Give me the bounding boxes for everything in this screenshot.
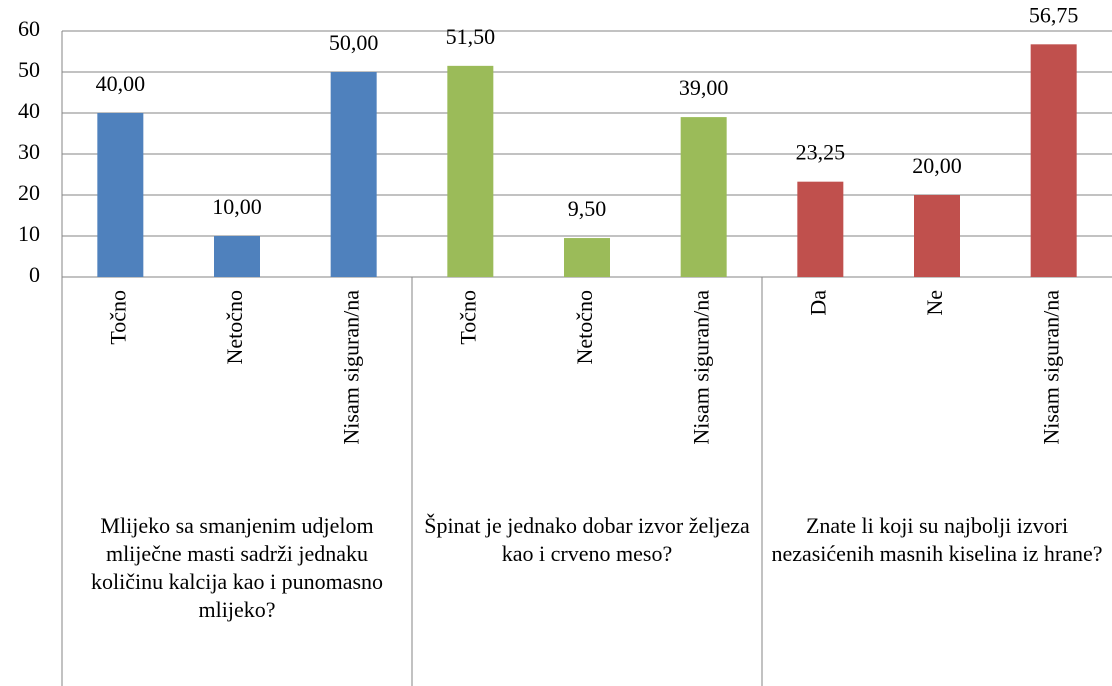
value-label: 23,25	[796, 140, 846, 165]
x-tick-label: Nisam siguran/na	[689, 290, 714, 445]
x-tick-label: Nisam siguran/na	[1039, 290, 1064, 445]
value-label: 56,75	[1029, 2, 1079, 27]
bar	[447, 65, 494, 277]
y-tick-label: 50	[18, 57, 40, 82]
value-label: 20,00	[912, 153, 962, 178]
bar	[680, 117, 727, 277]
y-tick-label: 0	[29, 262, 40, 287]
bar	[97, 113, 144, 277]
value-label: 40,00	[96, 71, 146, 96]
y-tick-label: 20	[18, 180, 40, 205]
value-label: 10,00	[212, 194, 262, 219]
bar	[564, 238, 610, 277]
value-label: 9,50	[568, 196, 607, 221]
value-label: 50,00	[329, 30, 379, 55]
x-tick-label: Ne	[922, 290, 947, 316]
x-tick-label: Nisam siguran/na	[339, 290, 364, 445]
group-label: Mlijeko sa smanjenim udjelom mliječne ma…	[90, 513, 384, 622]
bar	[797, 181, 844, 277]
x-tick-label: Netočno	[572, 290, 597, 365]
group-label: Znate li koji su najbolji izvori nezasić…	[771, 513, 1103, 566]
group-label: Špinat je jednako dobar izvor željeza ka…	[424, 513, 750, 566]
x-tick-label: Da	[805, 290, 830, 316]
x-tick-label: Točno	[455, 290, 480, 345]
bar	[330, 72, 377, 277]
bar	[914, 195, 960, 277]
y-tick-label: 60	[18, 16, 40, 41]
x-tick-label: Netočno	[222, 290, 247, 365]
x-tick-label: Točno	[105, 290, 130, 345]
y-tick-label: 10	[18, 221, 40, 246]
value-label: 39,00	[679, 75, 729, 100]
y-tick-label: 30	[18, 139, 40, 164]
bar	[1030, 44, 1077, 278]
bar	[214, 236, 260, 277]
y-tick-label: 40	[18, 98, 40, 123]
value-label: 51,50	[446, 24, 496, 49]
